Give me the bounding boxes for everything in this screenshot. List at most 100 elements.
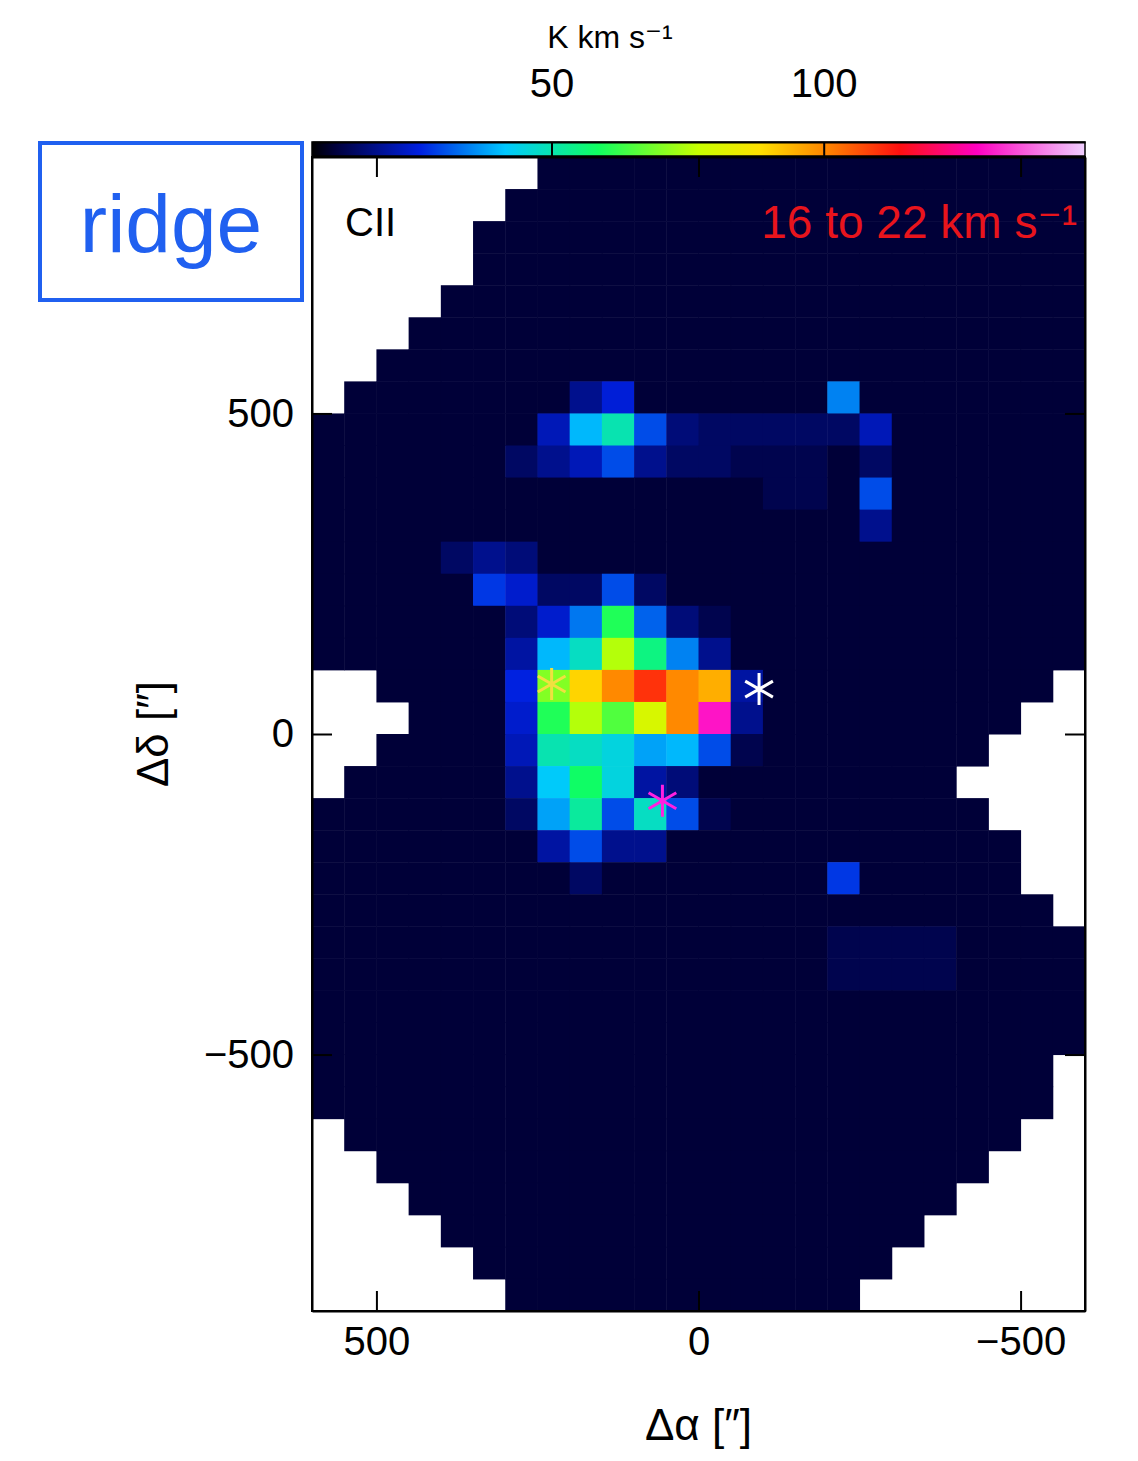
heatmap-cell <box>473 1087 506 1120</box>
heatmap-cell <box>666 1183 699 1216</box>
heatmap-cell <box>699 894 732 927</box>
heatmap-cell <box>988 1087 1021 1120</box>
heatmap-cell <box>505 510 538 543</box>
heatmap-cell <box>988 157 1021 190</box>
heatmap-cell <box>602 1215 635 1248</box>
heatmap-cell <box>505 1023 538 1056</box>
heatmap-cell <box>505 446 538 479</box>
heatmap-cell <box>924 446 957 479</box>
heatmap-cell <box>892 702 925 735</box>
heatmap-cell <box>827 894 860 927</box>
heatmap-cell <box>860 990 893 1023</box>
heatmap-cell <box>892 798 925 831</box>
heatmap-cell <box>731 862 764 895</box>
heatmap-cell <box>344 958 377 991</box>
heatmap-cell <box>795 606 828 639</box>
heatmap-cell <box>1053 157 1085 190</box>
heatmap-cell <box>924 958 957 991</box>
heatmap-cell <box>570 381 603 414</box>
heatmap-cell <box>795 670 828 703</box>
heatmap-cell <box>731 574 764 607</box>
heatmap-cell <box>570 574 603 607</box>
heatmap-cell <box>312 894 345 927</box>
tick: 50 <box>530 61 575 156</box>
heatmap-cell <box>570 253 603 286</box>
heatmap-cell <box>731 926 764 959</box>
heatmap-cell <box>827 1151 860 1184</box>
heatmap-cell <box>473 702 506 735</box>
heatmap-cell <box>376 1087 409 1120</box>
heatmap-cell <box>505 1215 538 1248</box>
colorbar-label: K km s⁻¹ <box>547 19 672 55</box>
heatmap-cell <box>634 317 667 350</box>
heatmap-cell <box>602 1055 635 1088</box>
cells <box>312 157 1085 1311</box>
heatmap-cell <box>827 1215 860 1248</box>
heatmap-cell <box>473 798 506 831</box>
heatmap-cell <box>441 349 474 382</box>
heatmap-cell <box>473 1119 506 1152</box>
heatmap-cell <box>795 542 828 575</box>
heatmap-cell <box>634 830 667 863</box>
heatmap-cell <box>570 798 603 831</box>
heatmap-cell <box>731 381 764 414</box>
heatmap-cell <box>731 702 764 735</box>
heatmap-cell <box>634 1055 667 1088</box>
heatmap-cell <box>860 1247 893 1280</box>
heatmap-cell <box>892 1023 925 1056</box>
tick-label: 50 <box>530 61 575 105</box>
heatmap-cell <box>344 798 377 831</box>
heatmap-cell <box>505 317 538 350</box>
heatmap-cell <box>602 253 635 286</box>
heatmap-cell <box>956 1151 989 1184</box>
heatmap-cell <box>795 1215 828 1248</box>
heatmap-cell <box>763 670 796 703</box>
heatmap-cell <box>602 1183 635 1216</box>
heatmap-cell <box>763 894 796 927</box>
title: CII <box>345 200 396 244</box>
heatmap-cell <box>699 958 732 991</box>
heatmap-cell <box>666 1247 699 1280</box>
heatmap-cell <box>988 894 1021 927</box>
heatmap-cell <box>795 926 828 959</box>
heatmap-cell <box>409 317 442 350</box>
heatmap-cell <box>988 446 1021 479</box>
heatmap-cell <box>441 734 474 767</box>
heatmap-cell <box>924 606 957 639</box>
heatmap-cell <box>441 510 474 543</box>
plot-area <box>312 157 1085 1311</box>
heatmap-cell <box>827 478 860 511</box>
heatmap-cell <box>602 1151 635 1184</box>
heatmap-cell <box>505 990 538 1023</box>
heatmap-cell <box>409 1183 442 1216</box>
heatmap-cell <box>312 830 345 863</box>
heatmap-cell <box>827 1087 860 1120</box>
heatmap-cell <box>860 702 893 735</box>
heatmap-cell <box>666 1215 699 1248</box>
heatmap-cell <box>505 862 538 895</box>
heatmap-cell <box>731 413 764 446</box>
heatmap-cell <box>634 253 667 286</box>
heatmap-cell <box>956 798 989 831</box>
heatmap-cell <box>699 317 732 350</box>
heatmap-cell <box>312 446 345 479</box>
heatmap-cell <box>409 413 442 446</box>
heatmap-cell <box>795 317 828 350</box>
heatmap-cell <box>409 1055 442 1088</box>
heatmap-cell <box>1053 1023 1085 1056</box>
heatmap-cell <box>1053 478 1085 511</box>
heatmap-cell <box>924 1087 957 1120</box>
heatmap-cell <box>699 413 732 446</box>
heatmap-cell <box>988 574 1021 607</box>
heatmap-cell <box>570 542 603 575</box>
colorbar <box>312 142 1085 156</box>
heatmap-cell <box>763 638 796 671</box>
heatmap-cell <box>666 253 699 286</box>
heatmap-cell <box>505 1151 538 1184</box>
tick-mark <box>698 1291 700 1311</box>
heatmap-cell <box>699 1119 732 1152</box>
heatmap-cell <box>699 1279 732 1311</box>
heatmap-cell <box>827 798 860 831</box>
heatmap-cell <box>666 542 699 575</box>
heatmap-cell <box>441 606 474 639</box>
